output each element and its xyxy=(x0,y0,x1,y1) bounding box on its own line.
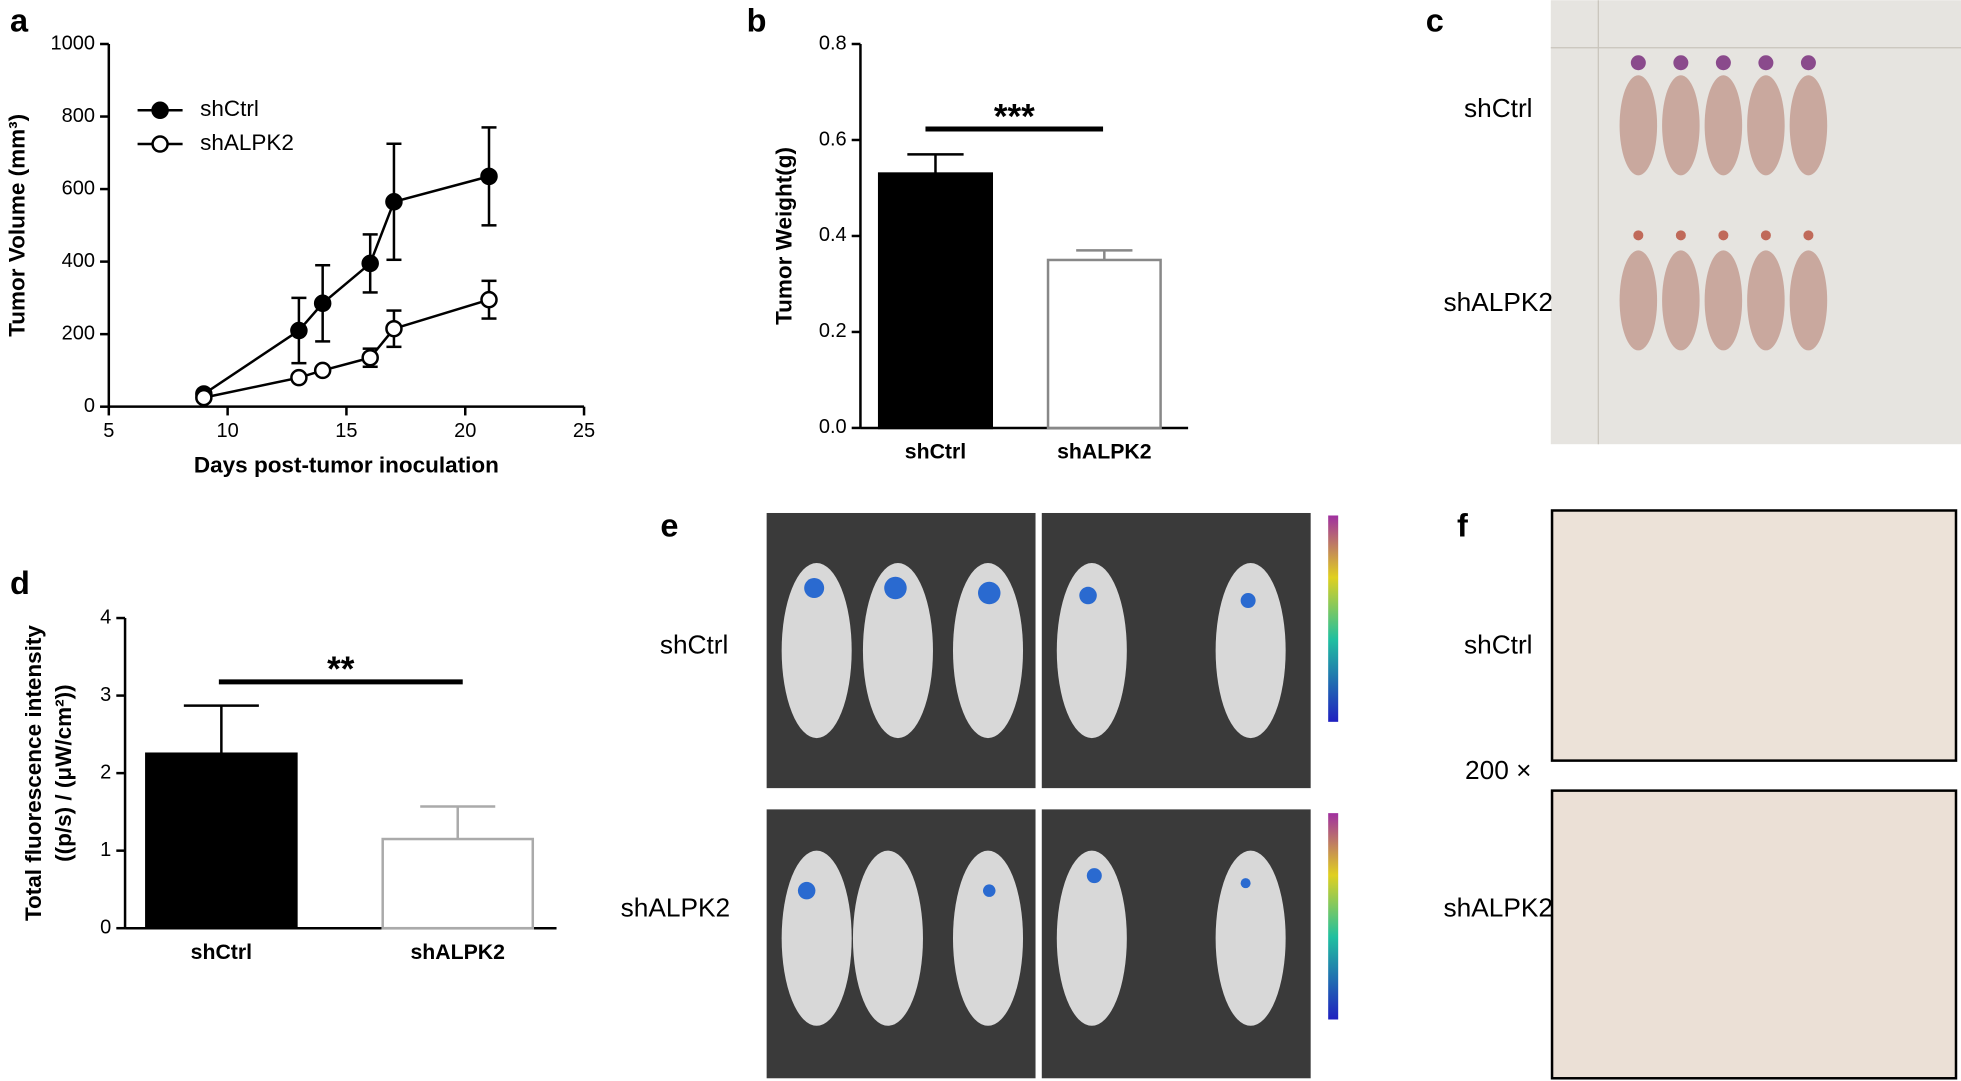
series-line xyxy=(203,298,490,399)
y-tick-label: 0.0 xyxy=(819,416,847,438)
y-axis-label: Total fluorescence intensity xyxy=(21,625,46,921)
y-tick-label: 200 xyxy=(62,322,95,344)
bar xyxy=(381,837,535,930)
significance-label: *** xyxy=(994,97,1035,136)
y-tick-label: 400 xyxy=(62,250,95,272)
marker xyxy=(313,294,332,313)
y-tick-label: 1 xyxy=(100,839,111,861)
panel-letter: b xyxy=(747,2,767,38)
y-tick-label: 2 xyxy=(100,761,111,783)
y-tick-label: 4 xyxy=(100,606,111,628)
marker xyxy=(313,361,332,380)
color-scale xyxy=(1328,813,1339,1020)
legend-label: shALPK2 xyxy=(200,130,294,155)
image-label: 200 × xyxy=(1465,755,1531,785)
y-tick-label: 0.2 xyxy=(819,320,847,342)
y-axis-label: ((p/s) / (μW/cm²)) xyxy=(51,684,76,861)
ihc-image xyxy=(1550,789,1958,1080)
panel-letter: c xyxy=(1426,2,1444,38)
panel-letter: d xyxy=(10,565,30,601)
tumors xyxy=(1630,55,1816,241)
legend-marker xyxy=(151,101,169,120)
y-tick-label: 600 xyxy=(62,177,95,199)
marker xyxy=(290,321,308,340)
y-tick-label: 1000 xyxy=(51,32,95,54)
panel-letter: a xyxy=(10,2,29,38)
image-label: shALPK2 xyxy=(621,892,730,922)
mice-row xyxy=(1619,75,1828,351)
error-bar xyxy=(183,704,259,754)
error-bar xyxy=(420,805,496,840)
y-axis-label: Tumor Volume (mm³) xyxy=(5,114,30,337)
marker xyxy=(385,319,403,338)
bar xyxy=(1046,258,1162,430)
marker xyxy=(195,388,213,407)
y-tick-label: 0 xyxy=(84,395,95,417)
signal xyxy=(797,576,1256,900)
x-tick-label: 10 xyxy=(216,420,238,442)
bar xyxy=(877,172,994,430)
x-tick-label: 20 xyxy=(454,420,476,442)
series-line xyxy=(203,175,490,396)
marker xyxy=(385,193,403,211)
image-label: shALPK2 xyxy=(1444,287,1553,317)
marker xyxy=(361,348,379,367)
y-tick-label: 0.8 xyxy=(819,32,847,54)
marker xyxy=(290,368,308,387)
legend-label: shCtrl xyxy=(200,96,259,121)
panel-letter: e xyxy=(660,508,678,544)
legend-marker xyxy=(151,135,169,153)
x-tick-label: 5 xyxy=(103,420,114,442)
y-tick-label: 0 xyxy=(100,916,111,938)
ihc-image xyxy=(1550,509,1958,762)
significance-label: ** xyxy=(327,650,355,689)
marker xyxy=(480,167,498,186)
y-tick-label: 800 xyxy=(62,105,95,127)
color-scale xyxy=(1328,515,1339,722)
panel-letter: f xyxy=(1457,508,1468,544)
image-label: shCtrl xyxy=(1464,630,1533,660)
bar xyxy=(145,752,298,930)
error-bar xyxy=(907,153,964,174)
image-label: shALPK2 xyxy=(1444,892,1553,922)
x-tick-label: shALPK2 xyxy=(1057,440,1151,464)
y-tick-label: 0.4 xyxy=(819,224,847,246)
y-tick-label: 0.6 xyxy=(819,128,847,150)
marker xyxy=(480,290,498,309)
x-tick-label: shCtrl xyxy=(191,940,252,964)
x-tick-label: 15 xyxy=(335,420,357,442)
image-label: shCtrl xyxy=(1464,93,1533,123)
x-tick-label: shCtrl xyxy=(905,440,966,464)
x-tick-label: shALPK2 xyxy=(410,940,504,964)
y-tick-label: 3 xyxy=(100,684,111,706)
marker xyxy=(361,254,379,273)
x-tick-label: 25 xyxy=(573,420,595,442)
image-label: shCtrl xyxy=(660,630,729,660)
y-axis-label: Tumor Weight(g) xyxy=(771,147,796,325)
error-bar xyxy=(1076,249,1133,260)
x-axis-label: Days post-tumor inoculation xyxy=(194,453,499,478)
photo-mice xyxy=(1550,0,1961,445)
